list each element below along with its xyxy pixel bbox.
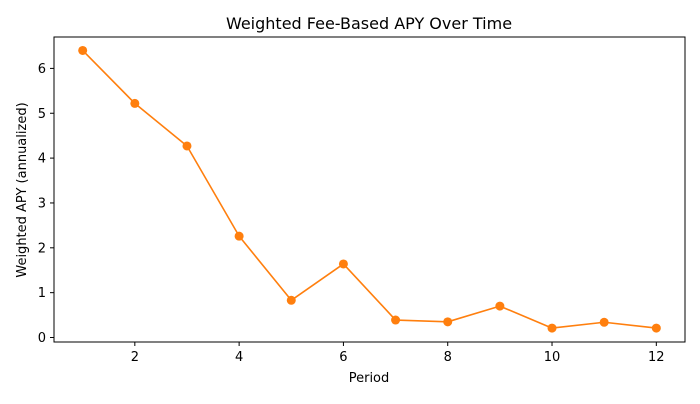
x-tick-label: 4 xyxy=(235,350,243,365)
y-tick-label: 0 xyxy=(38,331,46,346)
data-point xyxy=(547,323,557,333)
data-point xyxy=(286,295,296,305)
data-point xyxy=(495,301,505,311)
data-point xyxy=(338,259,348,269)
y-tick-label: 2 xyxy=(38,241,46,256)
data-point xyxy=(78,45,88,55)
x-tick-label: 12 xyxy=(648,350,665,365)
x-tick-label: 10 xyxy=(544,350,561,365)
y-axis-label: Weighted APY (annualized) xyxy=(15,102,30,277)
y-tick-label: 3 xyxy=(38,196,46,211)
y-tick-label: 6 xyxy=(38,62,46,77)
data-point xyxy=(182,141,192,151)
chart-title: Weighted Fee-Based APY Over Time xyxy=(226,14,512,33)
y-tick-label: 5 xyxy=(38,107,46,122)
data-point xyxy=(651,323,661,333)
x-tick-label: 2 xyxy=(131,350,139,365)
data-point xyxy=(443,317,453,327)
data-point xyxy=(391,315,401,325)
data-point xyxy=(599,317,609,327)
y-tick-label: 4 xyxy=(38,152,46,167)
x-axis-label: Period xyxy=(349,371,390,386)
data-point xyxy=(130,98,140,108)
data-point xyxy=(234,231,244,241)
x-tick-label: 8 xyxy=(444,350,452,365)
series-line xyxy=(82,49,657,329)
axes-frame xyxy=(53,36,686,343)
y-tick-label: 1 xyxy=(38,286,46,301)
x-tick-label: 6 xyxy=(339,350,347,365)
